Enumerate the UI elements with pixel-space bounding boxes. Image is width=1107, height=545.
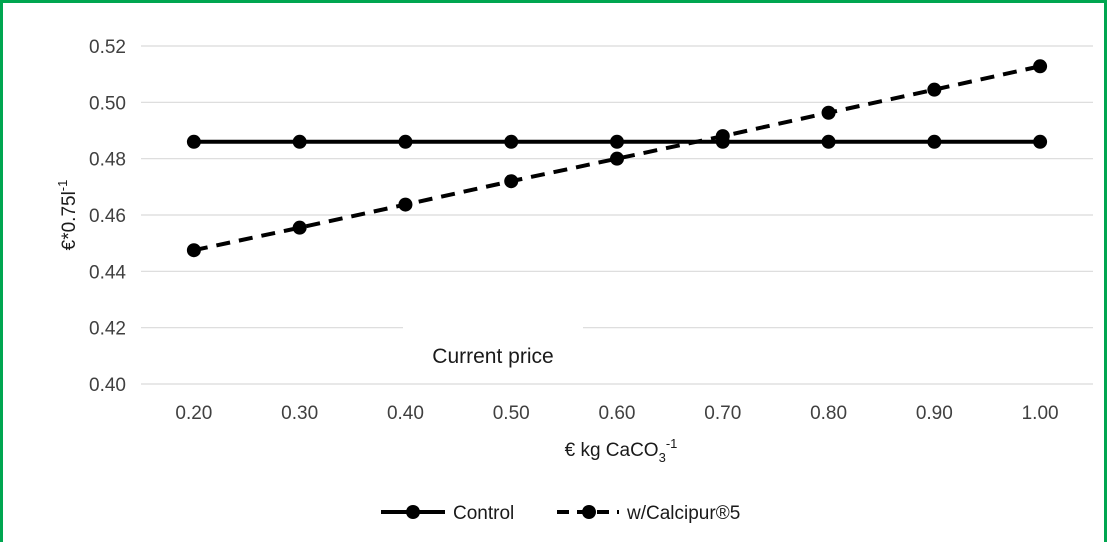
x-tick-label: 0.80 <box>810 403 847 424</box>
data-point-control <box>504 134 519 149</box>
x-tick-label: 0.70 <box>704 403 741 424</box>
y-tick-label: 0.48 <box>89 150 126 171</box>
x-tick-label: 0.30 <box>281 403 318 424</box>
data-point-control <box>821 134 836 149</box>
series-line-calcipur <box>193 64 1041 253</box>
x-tick-labels: 0.20 0.30 0.40 0.50 0.60 0.70 0.80 0.90 1.00 <box>175 403 1058 424</box>
legend-control-marker <box>406 505 420 519</box>
legend-control-label: Control <box>453 503 514 524</box>
data-point-control <box>1033 134 1048 149</box>
data-point-calcipur <box>715 129 730 144</box>
x-tick-label: 0.90 <box>916 403 953 424</box>
data-point-calcipur <box>927 82 942 97</box>
y-tick-label: 0.40 <box>89 375 126 396</box>
y-tick-label: 0.50 <box>89 93 126 114</box>
data-point-control <box>292 134 307 149</box>
y-axis-title: €*0.75l-1 <box>55 180 80 251</box>
data-point-control <box>927 134 942 149</box>
x-tick-label: 0.60 <box>599 403 636 424</box>
legend-calcipur-label: w/Calcipur®5 <box>626 503 740 524</box>
data-point-calcipur <box>610 151 624 166</box>
x-tick-label: 0.40 <box>387 403 424 424</box>
y-tick-label: 0.46 <box>89 206 126 227</box>
y-tick-labels: 0.40 0.42 0.44 0.46 0.48 0.50 0.52 <box>89 37 126 396</box>
data-point-calcipur <box>398 197 413 212</box>
x-tick-label: 0.50 <box>493 403 530 424</box>
data-point-calcipur <box>504 174 519 189</box>
line-chart: 0.40 0.42 0.44 0.46 0.48 0.50 0.52 0.20 0.30 0.4… <box>55 37 1093 524</box>
data-point-calcipur <box>186 243 201 258</box>
legend-calcipur-marker <box>582 505 596 519</box>
data-point-control <box>610 134 624 149</box>
annotation-background <box>403 327 583 371</box>
data-point-control <box>186 134 201 149</box>
x-tick-label: 1.00 <box>1022 403 1059 424</box>
data-point-calcipur <box>821 105 836 120</box>
x-axis-title: € kg CaCO3-1 <box>565 436 678 465</box>
data-point-control <box>398 134 413 149</box>
legend: Control w/Calcipur®5 <box>381 503 740 524</box>
data-point-calcipur <box>292 220 307 235</box>
current-price-annotation: Current price <box>432 345 553 368</box>
y-tick-label: 0.52 <box>89 37 126 58</box>
data-point-calcipur <box>1033 59 1048 74</box>
x-tick-label: 0.20 <box>175 403 212 424</box>
y-tick-label: 0.44 <box>89 262 126 283</box>
gridlines <box>141 45 1093 385</box>
series-group <box>186 59 1048 258</box>
y-tick-label: 0.42 <box>89 319 126 340</box>
